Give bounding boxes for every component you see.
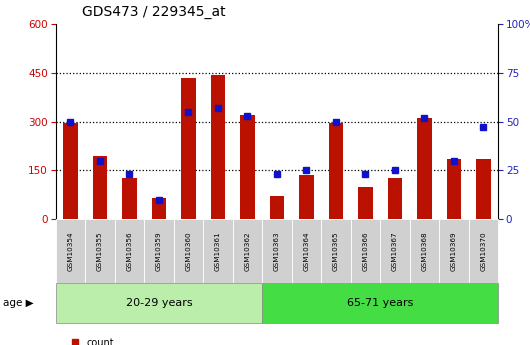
Text: 20-29 years: 20-29 years: [126, 298, 192, 308]
Text: GSM10359: GSM10359: [156, 231, 162, 271]
Text: GDS473 / 229345_at: GDS473 / 229345_at: [82, 5, 226, 19]
Text: GSM10367: GSM10367: [392, 231, 398, 271]
Bar: [299, 175, 314, 219]
Text: GSM10364: GSM10364: [304, 231, 310, 271]
Bar: [387, 178, 402, 219]
Bar: [476, 159, 491, 219]
Text: GSM10370: GSM10370: [481, 231, 487, 271]
Bar: [181, 78, 196, 219]
Legend: count, percentile rank within the sample: count, percentile rank within the sample: [71, 338, 252, 345]
Bar: [270, 196, 284, 219]
Bar: [329, 123, 343, 219]
Text: GSM10355: GSM10355: [97, 231, 103, 271]
Bar: [210, 75, 225, 219]
Bar: [152, 198, 166, 219]
Text: GSM10363: GSM10363: [274, 231, 280, 271]
Text: age ▶: age ▶: [3, 298, 33, 308]
Text: GSM10360: GSM10360: [186, 231, 191, 271]
Text: GSM10369: GSM10369: [451, 231, 457, 271]
Bar: [240, 115, 255, 219]
Bar: [63, 123, 78, 219]
Bar: [417, 118, 432, 219]
Text: GSM10365: GSM10365: [333, 231, 339, 271]
Bar: [447, 159, 461, 219]
Text: GSM10354: GSM10354: [67, 231, 73, 271]
Bar: [358, 187, 373, 219]
Text: GSM10356: GSM10356: [127, 231, 132, 271]
Bar: [93, 156, 107, 219]
Text: GSM10366: GSM10366: [363, 231, 368, 271]
Text: 65-71 years: 65-71 years: [347, 298, 413, 308]
Bar: [122, 178, 137, 219]
Text: GSM10362: GSM10362: [244, 231, 250, 271]
Text: GSM10368: GSM10368: [421, 231, 427, 271]
Text: GSM10361: GSM10361: [215, 231, 221, 271]
